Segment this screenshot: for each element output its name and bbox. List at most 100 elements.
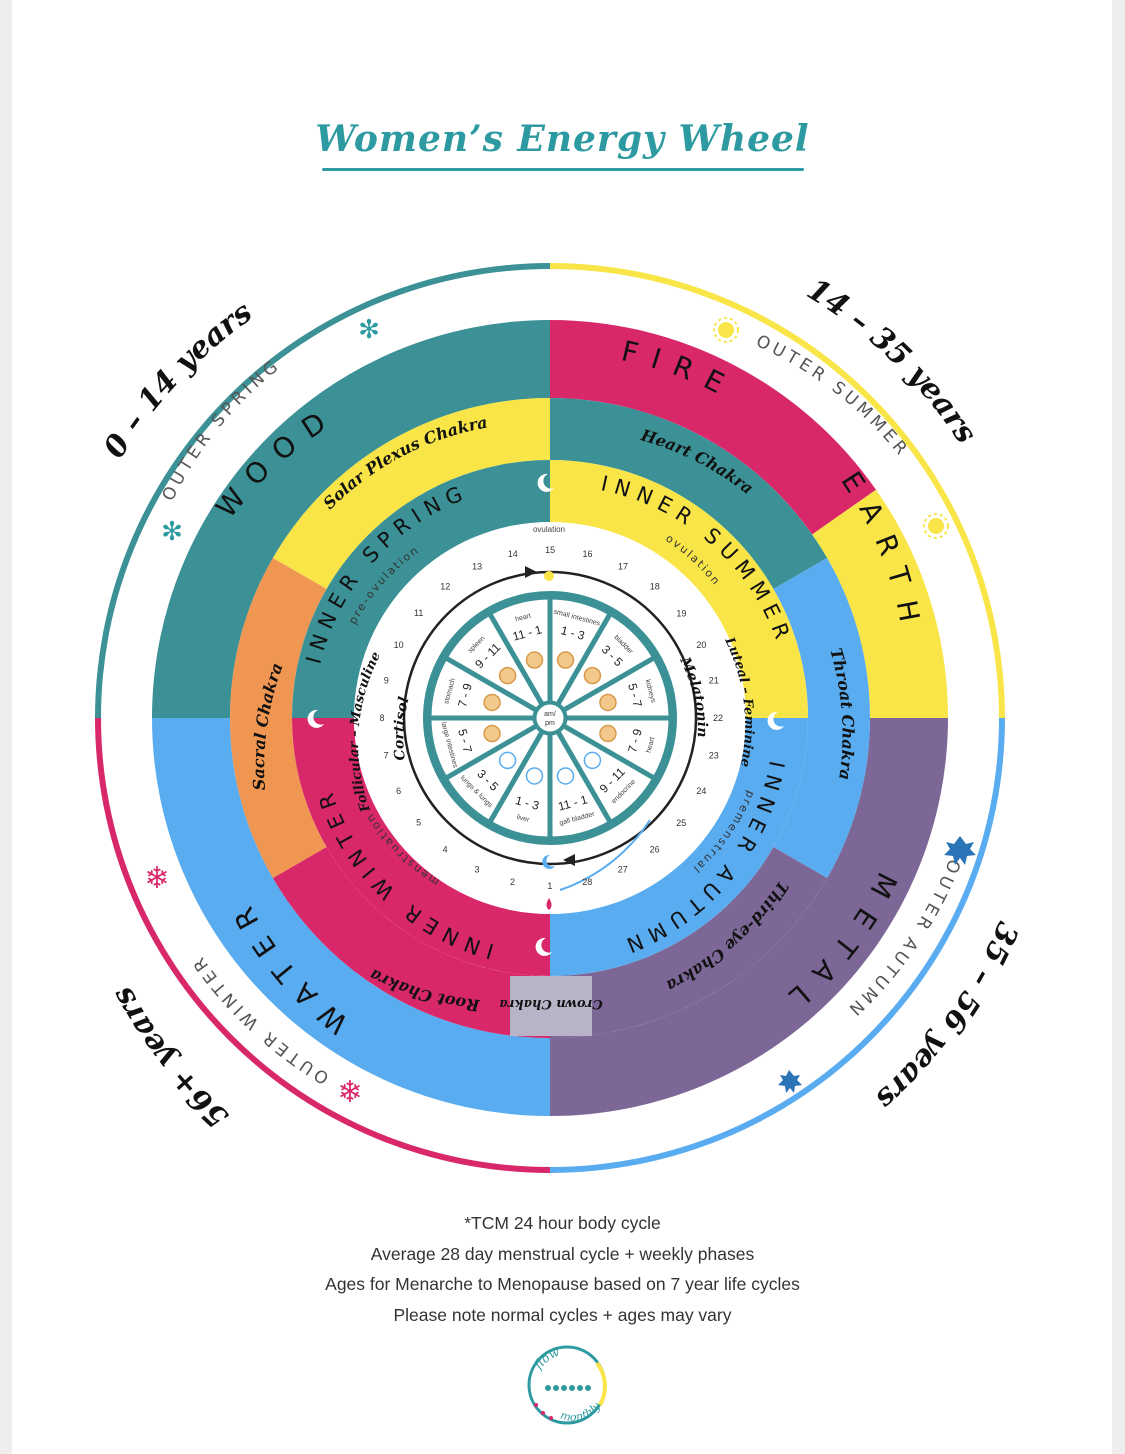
moon-icon [535,937,552,956]
footnote-line: Please note normal cycles + ages may var… [393,1304,732,1325]
cycle-day-number: 3 [475,864,480,874]
cycle-day-number: 21 [709,676,719,686]
crown-chakra-block [510,976,592,1036]
title-underline [322,168,804,171]
food-icon [556,651,575,669]
blood-drop-icon [546,898,552,910]
food-icon [583,666,602,685]
cycle-day-number: 6 [396,786,401,796]
chakra-heart-segment [550,398,828,589]
sun-rays-icon [923,513,949,539]
sun-icon [718,322,734,338]
cycle-day-number: 22 [713,713,723,723]
cycle-day-number: 24 [696,786,706,796]
moon-icon [767,711,784,730]
moon-icons [307,473,784,956]
chakra-sacral-segment [229,558,327,878]
food-icon [483,693,501,712]
logo-moon-phases [545,1385,591,1391]
element-ring [152,320,948,1116]
flower-icon: ✻ [161,517,183,547]
cycle-day-number: 17 [618,562,628,572]
cycle-day-number: 19 [676,608,686,618]
chakra-ring [229,398,870,1038]
moon-icon [307,709,324,728]
chakra-throat-segment [773,558,870,878]
cycle-day-number: 7 [384,750,389,760]
element-fire-segment [550,320,877,535]
chakra-third-eye-segment [550,847,828,1038]
moon-icon [542,854,555,869]
inner-winter-segment [292,718,550,976]
tcm-hours-label: 1 - 3 [514,793,541,813]
cycle-day-number: 25 [676,818,686,828]
tcm-hours-label: 5 - 7 [455,727,475,754]
inner-spring-segment [292,460,550,718]
footnote-line: *TCM 24 hour body cycle [464,1213,661,1233]
winter-snowflake-icons: ❄ ❄ [144,861,362,1110]
page-title: Women’s Energy Wheel [315,118,810,160]
logo-dots [534,1403,553,1420]
sleep-icon [556,767,575,785]
flow-monthly-logo: flow monthly [527,1345,607,1425]
tcm-organ-label: liver [516,814,531,824]
cycle-day-number: 2 [510,877,515,887]
snowflake-icon: ❄ [337,1075,362,1110]
snowflake-icon: ❄ [144,861,169,896]
cycle-day-number: 10 [394,640,404,650]
footnote-line: Average 28 day menstrual cycle + weekly … [370,1243,755,1264]
cycle-day-number: 26 [650,844,660,854]
age-label-56-plus: 56+ years [105,981,236,1135]
cycle-day-number: 28 [582,877,592,887]
sleep-icon [498,751,517,770]
element-metal-segment [550,718,948,1116]
cycle-day-number: 1 [547,881,552,891]
am-pm-label-2: pm [545,720,555,727]
cycle-arrow-head-top [525,566,537,578]
inner-season-ring [292,460,808,976]
food-icon [498,666,517,685]
inner-autumn-segment [550,718,808,976]
cycle-day-number: 13 [472,562,482,572]
tcm-clock-hub [533,701,567,735]
chakra-solar-plexus-segment [272,398,550,589]
sun-dot-icon [544,571,554,581]
element-wood-segment [152,320,550,718]
sleep-icon [525,767,544,785]
moon-icon [537,473,554,492]
cycle-day-number: 15 [545,545,555,555]
cycle-day-number: 14 [508,549,518,559]
cycle-day-number: 20 [696,640,706,650]
chakra-crown-label: Crown Chakra [499,996,603,1011]
inner-summer-segment [550,460,808,718]
cycle-day-number: 23 [709,750,719,760]
food-icon [525,651,544,669]
cycle-day-number: 8 [379,713,384,723]
autumn-leaf-icons [778,836,976,1093]
cycle-day-number: 16 [582,549,592,559]
cycle-arrow-head-bottom [563,854,575,866]
food-icon [483,724,501,743]
cycle-day-number: 18 [650,582,660,592]
logo-monthly-text: monthly [559,1399,603,1423]
leaf-icon [778,1070,802,1093]
chakra-root-segment [272,847,550,1038]
cycle-day-number: 12 [440,582,450,592]
cycle-day-number: 5 [416,818,421,828]
food-icon [599,724,617,743]
ovulation-top-label: ovulation [533,525,565,534]
element-water-segment [152,718,550,1116]
tcm-hours-label: 1 - 3 [559,623,586,643]
summer-sun-icons [713,317,949,539]
leaf-icon [944,836,976,865]
tcm-hours-label: 7 - 9 [455,682,475,709]
cycle-day-number: 27 [618,864,628,874]
food-icon [599,693,617,712]
premenstrual-arc [559,819,651,891]
flower-icon: ✻ [358,315,380,345]
tcm-organ-label: heart [645,736,656,753]
sun-rays-icon [713,317,739,343]
logo-ring-accent [595,1361,607,1406]
